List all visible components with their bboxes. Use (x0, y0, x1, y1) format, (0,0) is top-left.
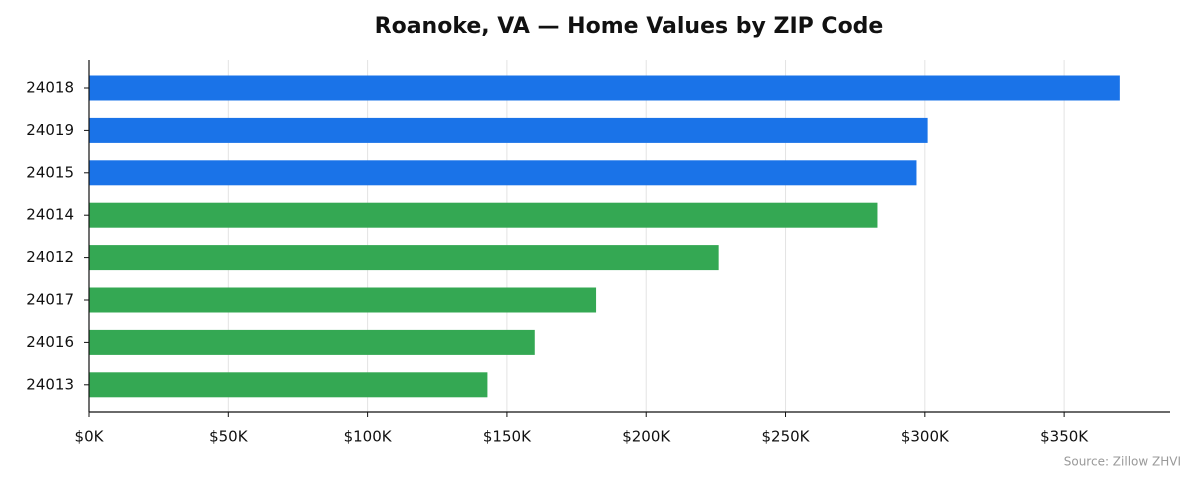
bar (89, 75, 1120, 101)
y-tick-label: 24019 (26, 121, 74, 139)
source-note: Source: Zillow ZHVI (1064, 455, 1181, 469)
y-tick-label: 24013 (26, 375, 74, 393)
x-tick-label: $250K (762, 428, 811, 446)
y-tick-label: 24012 (26, 248, 74, 266)
x-tick-label: $200K (622, 428, 671, 446)
x-tick-label: $300K (901, 428, 950, 446)
bar (89, 245, 719, 271)
bar (89, 372, 488, 398)
bar (89, 160, 917, 186)
bar (89, 329, 535, 355)
x-tick-label: $50K (209, 428, 249, 446)
y-tick-label: 24017 (26, 291, 74, 309)
y-tick-label: 24016 (26, 333, 74, 351)
bar (89, 117, 928, 143)
y-tick-label: 24015 (26, 163, 74, 181)
y-tick-label: 24018 (26, 79, 74, 97)
x-tick-label: $350K (1040, 428, 1089, 446)
x-tick-label: $100K (344, 428, 393, 446)
y-tick-label: 24014 (26, 206, 74, 224)
bar (89, 202, 878, 228)
x-tick-label: $150K (483, 428, 532, 446)
chart-title: Roanoke, VA — Home Values by ZIP Code (375, 14, 884, 39)
bar (89, 287, 597, 313)
x-tick-label: $0K (75, 428, 105, 446)
